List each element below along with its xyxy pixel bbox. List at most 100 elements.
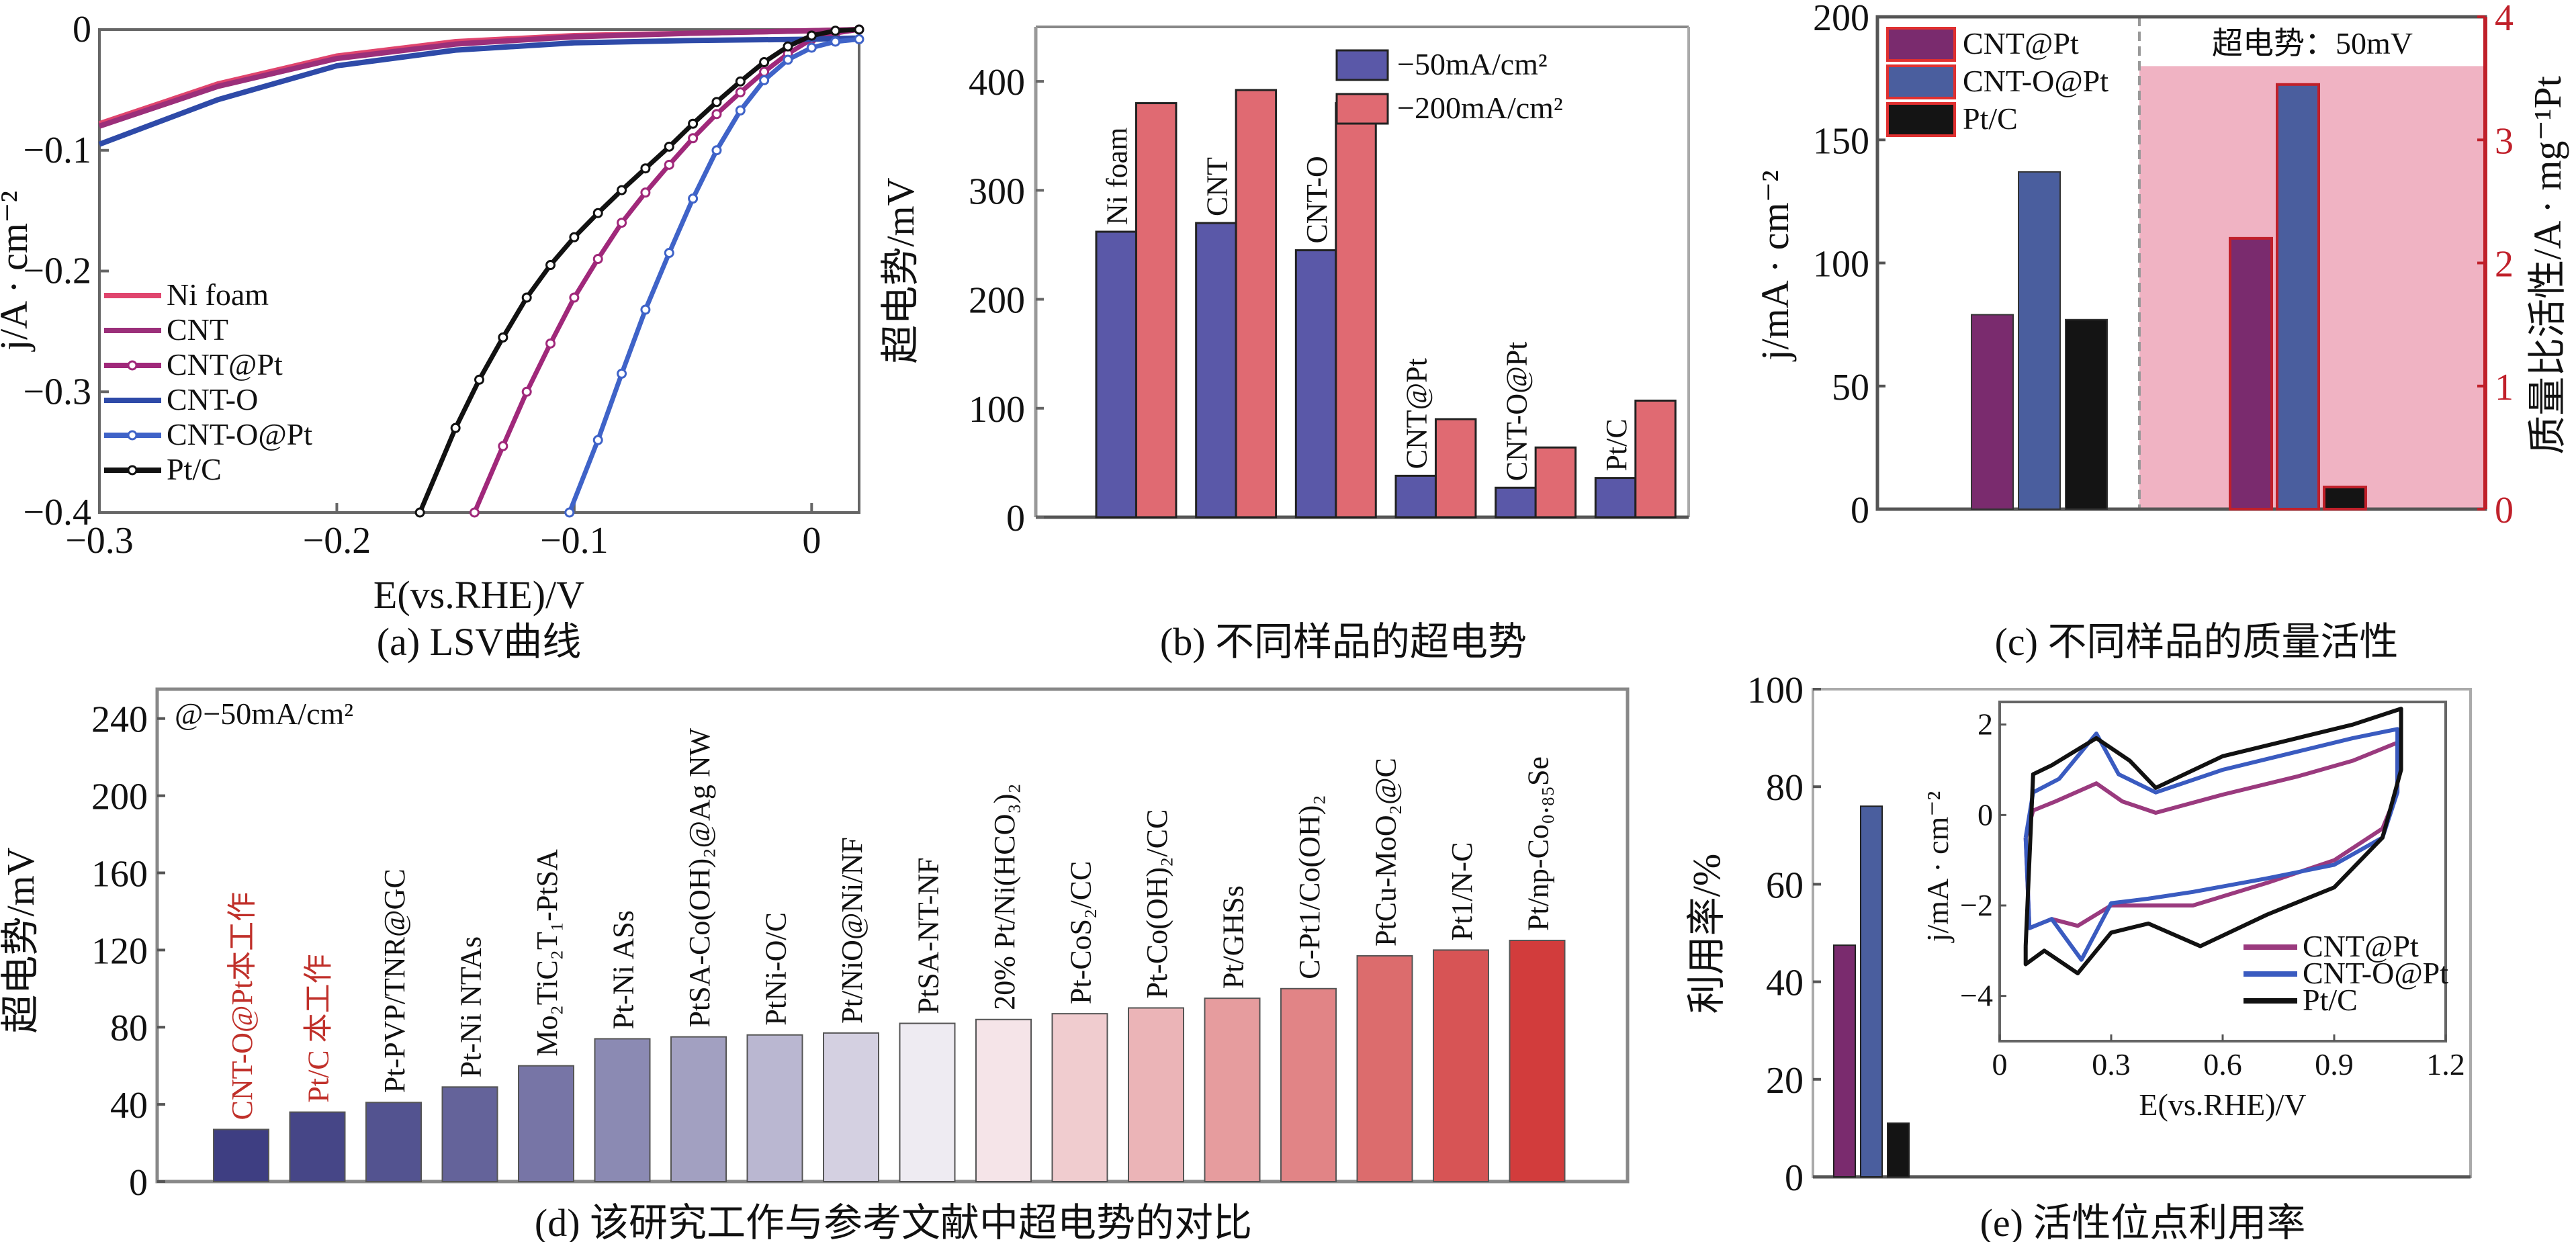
bar bbox=[518, 1065, 574, 1183]
inset-legend-label: Pt/C bbox=[2303, 983, 2358, 1017]
bar bbox=[670, 1036, 727, 1182]
category-label: CNT@Pt bbox=[1401, 358, 1433, 469]
series-line-cnt-o bbox=[98, 35, 860, 147]
y-tick-label: 100 bbox=[1813, 244, 1869, 285]
y-tick-label: 0 bbox=[129, 1162, 148, 1204]
inset-series-pt-c bbox=[2023, 707, 2403, 975]
category-label: 20% Pt/Ni(HCO₃)₂ bbox=[988, 783, 1021, 1010]
data-point bbox=[640, 187, 651, 198]
bar bbox=[1135, 102, 1178, 519]
data-point bbox=[854, 34, 864, 44]
data-point bbox=[617, 185, 627, 195]
data-point bbox=[806, 42, 817, 53]
inset-x-tick-label: 0 bbox=[1992, 1047, 2008, 1081]
y-tick-label: −0.2 bbox=[23, 251, 91, 292]
y-tick-label-right: 4 bbox=[2495, 0, 2514, 39]
legend-label: Pt/C bbox=[167, 452, 222, 486]
legend-label: Pt/C bbox=[1963, 101, 2018, 136]
panel-d-comparison: 0 40 80 120 160 200 240 CNT-O@Pt本工作 Pt/C 本工作 Pt-… bbox=[0, 687, 1630, 1242]
data-point bbox=[592, 254, 603, 265]
data-point bbox=[545, 260, 556, 271]
bar bbox=[1335, 102, 1377, 519]
bar-mass-activity bbox=[2229, 236, 2273, 511]
y-tick-label-right: 0 bbox=[2495, 490, 2514, 531]
data-point bbox=[569, 232, 580, 242]
bar bbox=[1833, 944, 1856, 1178]
bar bbox=[365, 1102, 422, 1183]
data-point bbox=[664, 248, 674, 259]
data-point bbox=[830, 36, 841, 47]
bar bbox=[1235, 89, 1278, 519]
category-label: CNT-O bbox=[1300, 156, 1333, 243]
bar bbox=[899, 1022, 956, 1182]
category-label: Pt/NiO@Ni/NF bbox=[836, 837, 869, 1024]
x-tick-label: −0.2 bbox=[303, 520, 371, 562]
bar-current-density bbox=[2018, 171, 2061, 511]
category-label: Pt-Ni ASs bbox=[607, 910, 640, 1029]
legend-label: CNT-O@Pt bbox=[167, 417, 312, 451]
category-label: PtSA-Co(OH)₂@Ag NW bbox=[683, 727, 716, 1027]
legend-label: Ni foam bbox=[167, 277, 269, 312]
data-point bbox=[498, 441, 508, 451]
data-point bbox=[830, 26, 841, 36]
bar bbox=[1280, 987, 1337, 1183]
data-point bbox=[806, 30, 817, 41]
category-label: Pt-CoS₂/CC bbox=[1065, 861, 1098, 1004]
data-point bbox=[521, 386, 532, 397]
category-label: C-Pt1/Co(OH)₂ bbox=[1293, 795, 1326, 979]
category-label: Pt/C 本工作 bbox=[302, 954, 335, 1102]
inset-y-tick-label: −4 bbox=[1960, 979, 1993, 1013]
data-point bbox=[783, 41, 793, 52]
data-point bbox=[617, 368, 627, 379]
bar-mass-activity bbox=[2323, 486, 2367, 511]
data-point bbox=[640, 304, 651, 315]
y-tick-label-right: 3 bbox=[2495, 120, 2514, 162]
category-label: Pt1/N-C bbox=[1446, 842, 1478, 941]
bar bbox=[1195, 222, 1237, 519]
panel-d-frame bbox=[155, 687, 1630, 1184]
bar-current-density bbox=[1971, 314, 2014, 510]
panel-b-caption: (b) 不同样品的超电势 bbox=[1160, 620, 1527, 664]
data-point bbox=[735, 87, 746, 97]
panel-e-inset-ylabel: j/mA · cm⁻² bbox=[1920, 791, 1955, 944]
bar bbox=[1509, 940, 1566, 1182]
panel-c-caption: (c) 不同样品的质量活性 bbox=[1995, 620, 2399, 664]
y-tick-label: 150 bbox=[1813, 120, 1869, 162]
inset-legend-label: CNT@Pt bbox=[2303, 929, 2419, 963]
y-tick-label: 0 bbox=[1785, 1157, 1804, 1199]
data-point bbox=[735, 105, 746, 116]
data-point bbox=[664, 141, 674, 152]
legend-label: −50mA/cm² bbox=[1397, 47, 1548, 81]
data-point bbox=[688, 133, 699, 144]
y-tick-label: 100 bbox=[1747, 670, 1804, 711]
data-point bbox=[450, 423, 461, 433]
category-label: Mo₂TiC₂T₁-PtSA bbox=[531, 849, 564, 1057]
panel-a-caption: (a) LSV曲线 bbox=[377, 620, 581, 664]
data-point bbox=[498, 332, 508, 343]
inset-y-tick-label: −2 bbox=[1960, 888, 1993, 922]
y-tick-label: −0.1 bbox=[23, 130, 91, 171]
series-line-cnt bbox=[98, 27, 860, 129]
legend-label: CNT bbox=[167, 312, 228, 347]
legend-marker bbox=[127, 430, 138, 441]
panel-c-annotation: 超电势：50mV bbox=[2212, 26, 2413, 60]
y-tick-label: 200 bbox=[969, 280, 1025, 322]
data-point bbox=[545, 338, 556, 349]
y-tick-label: 80 bbox=[1766, 767, 1804, 809]
x-tick-label: −0.3 bbox=[65, 520, 134, 562]
data-point bbox=[759, 66, 770, 77]
panel-a-xlabel: E(vs.RHE)/V bbox=[373, 573, 584, 617]
data-point bbox=[564, 507, 575, 518]
category-label: Pt-Ni NTAs bbox=[455, 936, 488, 1077]
bar bbox=[594, 1038, 651, 1183]
panel-c-ylabel-right: 质量比活性/A · mg⁻¹Pt bbox=[2526, 76, 2569, 455]
panel-a-lsv: −0.3 −0.2 −0.1 00−0.1−0.2−0.3−0.4 Ni foamCN… bbox=[0, 9, 864, 664]
inset-x-tick-label: 0.9 bbox=[2315, 1047, 2354, 1081]
data-point bbox=[414, 507, 425, 518]
bar bbox=[823, 1032, 879, 1182]
category-label: PtNi-O/C bbox=[760, 912, 793, 1026]
y-tick-label: 80 bbox=[110, 1008, 148, 1049]
data-point bbox=[569, 292, 580, 303]
bar bbox=[746, 1034, 803, 1183]
